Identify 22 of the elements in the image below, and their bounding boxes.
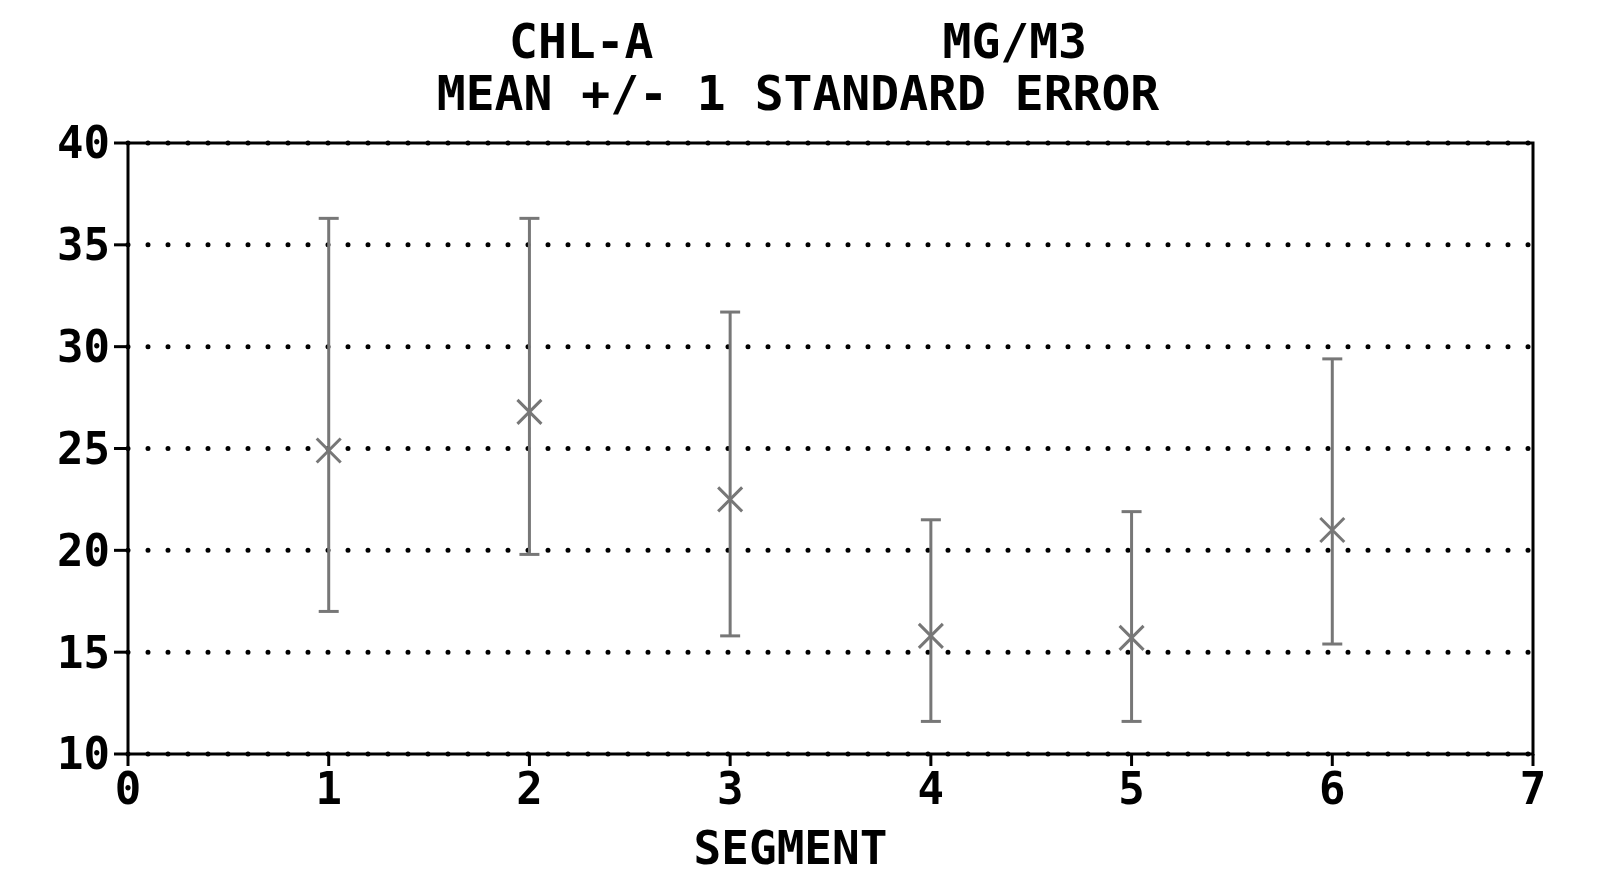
y-tick-label: 30 xyxy=(57,321,110,373)
x-tick-label: 1 xyxy=(315,763,342,814)
y-tick-label: 40 xyxy=(57,117,110,169)
x-tick-label: 2 xyxy=(516,763,543,814)
x-tick-label: 4 xyxy=(917,763,945,814)
x-tick-label: 3 xyxy=(716,763,744,814)
point xyxy=(315,437,343,465)
y-tick-label: 35 xyxy=(57,219,110,271)
y-tick-label: 20 xyxy=(57,524,110,576)
point xyxy=(515,398,543,426)
point xyxy=(917,622,945,650)
y-tick-label: 25 xyxy=(57,422,110,474)
point xyxy=(716,485,744,513)
x-tick-label: 5 xyxy=(1118,763,1145,814)
x-tick-label: 0 xyxy=(114,763,142,814)
x-axis-title: SEGMENT xyxy=(693,821,888,875)
point xyxy=(1318,516,1346,544)
y-tick-label: 10 xyxy=(57,728,110,780)
point xyxy=(1118,624,1146,652)
x-tick-label: 7 xyxy=(1519,763,1547,814)
x-tick-label: 6 xyxy=(1319,763,1346,814)
y-tick-label: 15 xyxy=(57,626,110,678)
